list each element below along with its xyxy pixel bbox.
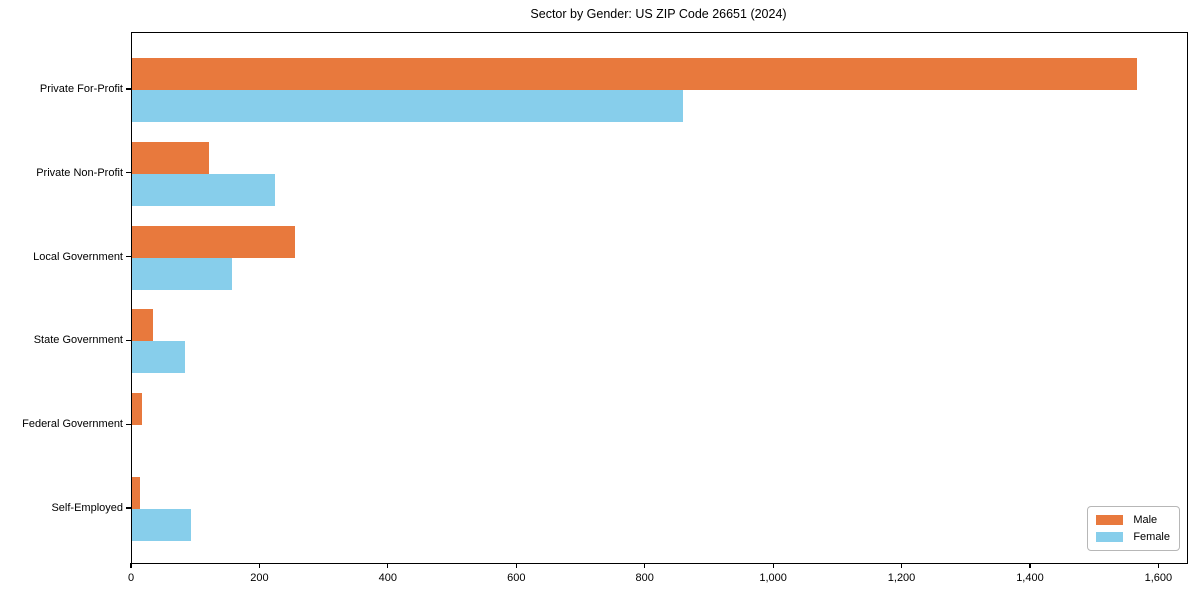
y-tick-mark [126,256,131,258]
x-tick-label: 600 [507,572,526,584]
x-tick-label: 800 [635,572,654,584]
x-tick-label: 400 [378,572,398,584]
x-tick-mark [130,563,132,569]
y-axis-label-self-employed: Self-Employed [51,502,123,514]
bar-male-state-government [132,309,154,342]
x-tick-mark [772,563,774,569]
y-axis-label-private-for-profit: Private For-Profit [39,83,123,95]
x-tick-mark [1029,563,1031,569]
plot-area: Male Female [131,32,1188,564]
bar-female-private-for-profit [132,90,683,122]
legend-swatch-female [1096,532,1124,542]
bar-female-local-government [132,257,232,290]
x-tick-label: 1,400 [1016,572,1044,584]
x-tick-mark [644,563,646,569]
bar-male-federal-government [132,393,143,426]
y-tick-mark [126,339,131,341]
x-tick-label: 200 [250,572,269,584]
legend-label-male: Male [1133,514,1158,526]
x-tick-label: 0 [127,572,135,584]
bar-female-private-non-profit [132,173,276,206]
bar-female-state-government [132,341,186,374]
x-tick-label: 1,600 [1144,572,1173,584]
x-tick-mark [387,563,389,569]
legend-swatch-male [1096,515,1124,525]
legend-entry-female: Female [1096,531,1170,543]
x-tick-mark [1157,563,1159,569]
bar-female-self-employed [132,509,192,541]
legend-entry-male: Male [1096,514,1170,526]
y-tick-mark [126,423,131,425]
legend-label-female: Female [1133,531,1170,543]
x-tick-mark [258,563,260,569]
y-axis-label-local-government: Local Government [33,250,123,263]
y-tick-mark [126,507,131,509]
bar-male-private-for-profit [132,58,1137,90]
y-axis-label-state-government: State Government [33,334,123,347]
x-tick-mark [515,563,517,569]
bar-male-local-government [132,225,295,258]
y-tick-mark [126,88,131,90]
x-tick-label: 1,200 [887,572,916,584]
y-axis-label-federal-government: Federal Government [22,418,123,431]
y-axis-label-private-non-profit: Private Non-Profit [36,166,123,179]
chart-title: Sector by Gender: US ZIP Code 26651 (202… [530,7,787,21]
x-tick-label: 1,000 [759,572,787,584]
y-tick-mark [126,172,131,174]
x-tick-mark [900,563,903,569]
legend: Male Female [1087,506,1180,551]
bar-male-self-employed [132,477,140,509]
bar-male-private-non-profit [132,141,210,174]
